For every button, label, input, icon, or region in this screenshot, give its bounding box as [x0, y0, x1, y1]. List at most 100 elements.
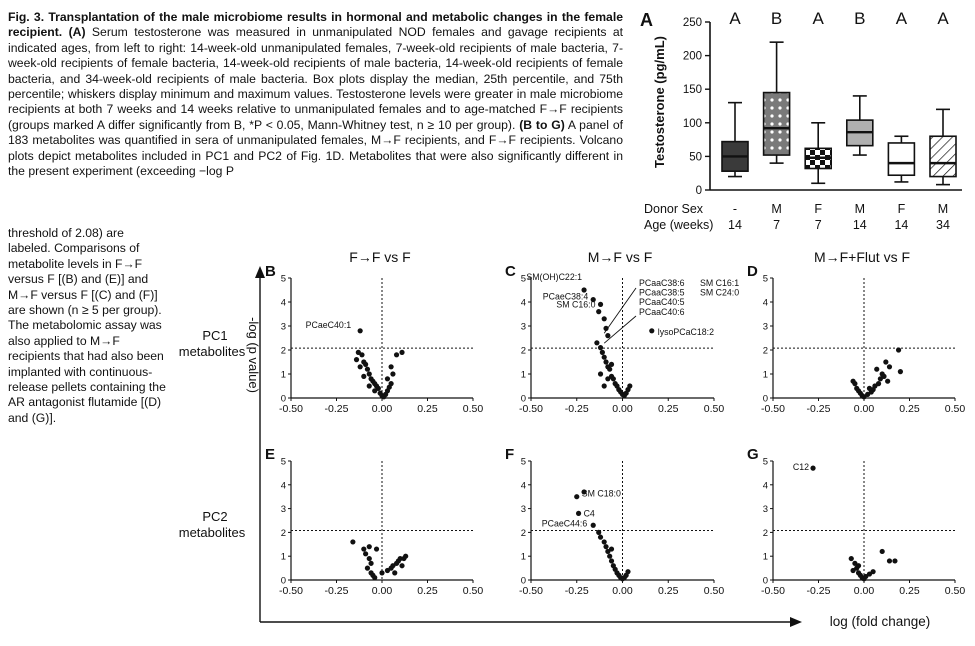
metabolite-label: PCaaC38:6 — [639, 278, 685, 288]
panel-a-boxplot: A Testosterone (pg/mL) 0 50 100 150 200 250 A… — [640, 9, 962, 232]
panel-a-label: A — [640, 10, 653, 30]
metabolite-point — [625, 569, 631, 575]
panel-a-box — [929, 135, 957, 178]
volcano-ytick-label: 3 — [763, 322, 768, 333]
panel-a-significance-letter: A — [937, 9, 949, 28]
volcano-ytick-label: 1 — [281, 552, 286, 563]
volcano-ytick-label: 0 — [763, 576, 768, 587]
metabolite-point — [603, 544, 609, 550]
volcano-ytick-label: 5 — [763, 274, 768, 285]
metabolite-point — [895, 347, 902, 353]
metabolite-label: C12 — [793, 462, 809, 472]
volcano-xtick-label: 0.50 — [945, 585, 966, 597]
metabolite-point — [363, 361, 369, 367]
panel-a-ytick-label: 0 — [696, 185, 702, 197]
panel-a-age: 7 — [815, 218, 822, 232]
panel-label: F — [505, 446, 514, 463]
panel-a-box — [887, 142, 916, 177]
metabolite-point — [597, 345, 604, 351]
metabolite-point — [605, 376, 611, 382]
panel-a-ytick-label: 250 — [683, 17, 702, 29]
panel-a-box — [762, 91, 791, 156]
metabolite-point — [607, 553, 613, 559]
metabolite-point — [388, 381, 394, 387]
metabolite-label: SM C18:0 — [582, 489, 621, 499]
metabolite-label: PCaeC38:4 — [543, 292, 589, 302]
metabolite-point — [627, 383, 633, 389]
metabolite-point — [594, 340, 600, 346]
panel-a-significance-letter: A — [813, 9, 825, 28]
metabolite-point — [597, 371, 604, 377]
volcano-xtick-label: 0.00 — [854, 403, 875, 415]
metabolite-point — [870, 569, 876, 575]
volcano-xtick-label: -0.50 — [279, 403, 303, 415]
volcano-ytick-label: 1 — [521, 370, 526, 381]
metabolite-point — [372, 388, 378, 394]
panel-label: D — [747, 263, 758, 280]
volcano-ytick-label: 0 — [521, 576, 526, 587]
panel-a-significance-letter: A — [729, 9, 741, 28]
figure-caption: Fig. 3. Transplantation of the male micr… — [8, 10, 623, 179]
volcano-xtick-label: 0.50 — [463, 585, 484, 597]
panel-label: B — [265, 263, 276, 280]
metabolite-point — [879, 548, 885, 555]
metabolite-point — [373, 546, 380, 552]
volcano-ylabel: -log (p value) — [246, 317, 261, 393]
volcano-ytick-label: 2 — [521, 346, 526, 357]
metabolite-point — [854, 385, 860, 391]
leader-line — [603, 315, 637, 344]
panel-a-donor-sex: F — [814, 202, 822, 216]
volcano-panel-d: D 0 1 2 3 4 5 -0.50 -0.25 0.00 0.25 0.50 — [747, 263, 965, 415]
metabolite-point — [397, 555, 403, 562]
volcano-panel-b: B 0 1 2 3 4 5 -0.50 -0.25 0.00 0.25 0.50 PCaeC40:1 — [265, 263, 483, 415]
volcano-panel-g: G 0 1 2 3 4 5 -0.50 -0.25 0.00 0.25 0.50 C12 — [747, 446, 965, 597]
volcano-xtick-label: -0.50 — [761, 403, 785, 415]
metabolite-point — [810, 465, 816, 471]
metabolite-point — [399, 563, 405, 569]
metabolite-label: PCaaC38:5 — [639, 288, 685, 298]
figure-caption-continued: threshold of 2.08) are labeled. Comparis… — [8, 226, 168, 426]
volcano-ytick-label: 4 — [763, 480, 768, 491]
panel-a-age: 34 — [936, 218, 950, 232]
volcano-ytick-label: 3 — [521, 322, 526, 333]
metabolite-point — [885, 378, 891, 384]
panel-a-significance-letter: A — [896, 9, 908, 28]
volcano-ytick-label: 4 — [521, 298, 526, 309]
volcano-xtick-label: 0.25 — [417, 585, 438, 597]
metabolite-point — [357, 328, 363, 334]
figure-label: Fig. 3. — [8, 10, 45, 24]
metabolite-point — [599, 349, 605, 355]
metabolite-point — [596, 529, 602, 536]
metabolite-point — [353, 357, 360, 363]
metabolite-point — [393, 352, 400, 358]
metabolite-label: PCaeC40:1 — [306, 320, 352, 330]
volcano-xtick-label: -0.50 — [279, 585, 303, 597]
volcano-xtick-label: -0.25 — [565, 585, 589, 597]
volcano-xtick-label: -0.50 — [761, 585, 785, 597]
row-label-age-weeks: Age (weeks) — [644, 218, 713, 232]
column-title-mf-flut-vs-f: M→F+Flut vs F — [814, 249, 910, 265]
volcano-ytick-label: 1 — [281, 370, 286, 381]
metabolite-point — [597, 301, 604, 307]
metabolite-point — [892, 558, 898, 564]
volcano-ytick-label: 1 — [763, 552, 768, 563]
volcano-xtick-label: -0.25 — [565, 403, 589, 415]
metabolite-label: SM C16:0 — [556, 299, 595, 309]
metabolite-point — [603, 359, 609, 365]
metabolite-point — [392, 570, 398, 576]
panel-a-age: 14 — [853, 218, 867, 232]
metabolite-label: C4 — [584, 508, 595, 518]
metabolite-point — [372, 575, 378, 581]
panel-a-ytick-label: 150 — [683, 84, 702, 96]
metabolite-point — [881, 373, 887, 379]
metabolite-point — [364, 565, 371, 571]
panel-a-age: 7 — [773, 218, 780, 232]
volcano-xtick-label: 0.25 — [658, 403, 679, 415]
panel-a-donor-sex: M — [938, 202, 948, 216]
metabolite-point — [601, 354, 607, 360]
metabolite-point — [601, 383, 607, 389]
volcano-ytick-label: 2 — [763, 346, 768, 357]
volcano-ytick-label: 4 — [281, 298, 286, 309]
volcano-ytick-label: 5 — [281, 457, 286, 468]
